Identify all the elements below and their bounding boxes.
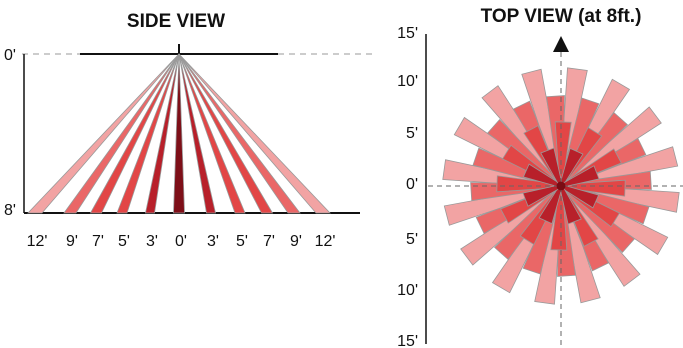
top-y-label: 15'	[397, 333, 418, 348]
top-view-title: TOP VIEW (at 8ft.)	[481, 6, 642, 27]
distance-label: 9'	[66, 233, 78, 250]
distance-labels: 12' 9' 7' 5' 3' 0' 3' 5' 7' 9' 12'	[27, 233, 336, 250]
distance-label: 0'	[175, 233, 187, 250]
side-beam	[178, 53, 301, 214]
side-beam	[116, 53, 180, 214]
side-view: SIDE VIEW 0' 8' 12' 9' 7' 5' 3' 0' 3' 5' 7' 9' 12'	[4, 11, 372, 250]
side-beam	[178, 53, 331, 214]
top-y-label: 5'	[406, 231, 418, 248]
top-view: TOP VIEW (at 8ft.) 15' 10' 5' 0' 5' 10' 15'	[397, 6, 683, 348]
distance-label: 7'	[92, 233, 104, 250]
side-beam	[178, 53, 217, 214]
depth-label-0: 0'	[4, 47, 16, 64]
side-beam	[145, 53, 180, 214]
top-y-label: 5'	[406, 125, 418, 142]
depth-label-8: 8'	[4, 202, 16, 219]
side-beam	[173, 53, 185, 214]
sensor-center-dot	[556, 181, 566, 191]
direction-arrow-icon	[553, 36, 569, 52]
top-y-label: 0'	[406, 176, 418, 193]
side-beam	[178, 53, 246, 214]
top-y-label: 15'	[397, 25, 418, 42]
side-beam	[178, 53, 274, 214]
distance-label: 12'	[315, 233, 336, 250]
side-beam	[63, 53, 180, 214]
distance-label: 3'	[146, 233, 158, 250]
side-beam	[27, 53, 180, 214]
side-beams	[27, 53, 331, 214]
top-y-label: 10'	[397, 73, 418, 90]
side-beam	[89, 53, 180, 214]
distance-label: 3'	[207, 233, 219, 250]
side-view-title: SIDE VIEW	[127, 11, 225, 32]
distance-label: 9'	[290, 233, 302, 250]
top-y-label: 10'	[397, 282, 418, 299]
top-beams	[442, 67, 680, 305]
distance-label: 5'	[118, 233, 130, 250]
top-y-labels: 15' 10' 5' 0' 5' 10' 15'	[397, 25, 418, 348]
distance-label: 7'	[263, 233, 275, 250]
distance-label: 5'	[236, 233, 248, 250]
distance-label: 12'	[27, 233, 48, 250]
